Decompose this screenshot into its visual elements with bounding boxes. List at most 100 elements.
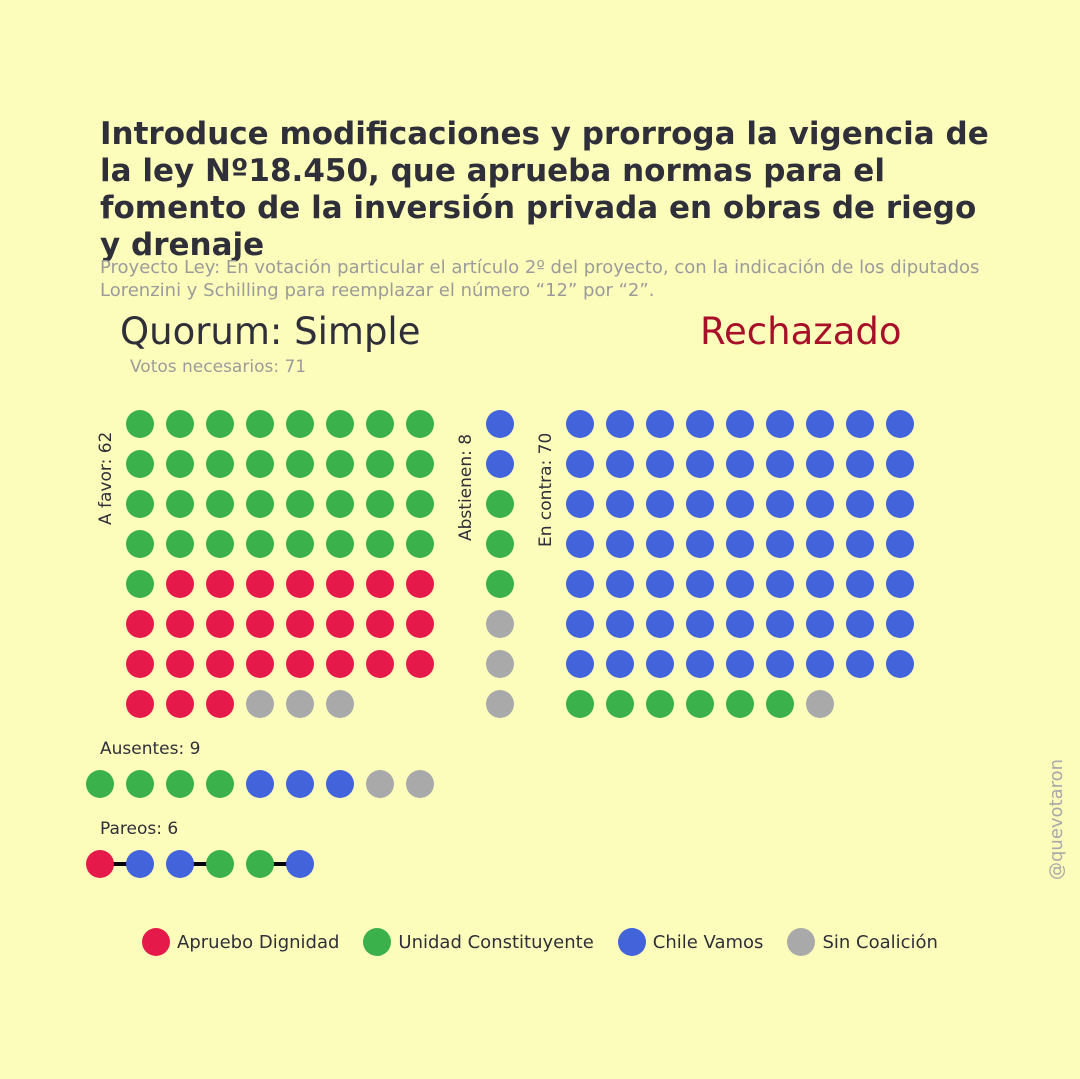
pareo-dot xyxy=(86,850,114,878)
a-favor-dot xyxy=(126,490,154,518)
en-contra-dot xyxy=(766,650,794,678)
a-favor-dot xyxy=(326,650,354,678)
en-contra-dot xyxy=(846,530,874,558)
a-favor-dot xyxy=(246,650,274,678)
a-favor-dot xyxy=(166,410,194,438)
a-favor-dot xyxy=(366,450,394,478)
a-favor-dot xyxy=(206,410,234,438)
en-contra-dot xyxy=(886,450,914,478)
result-label: Rechazado xyxy=(700,310,902,353)
ausentes-dot xyxy=(246,770,274,798)
a-favor-dot xyxy=(286,610,314,638)
en-contra-dot xyxy=(846,410,874,438)
en-contra-dot xyxy=(806,570,834,598)
a-favor-dot xyxy=(166,690,194,718)
a-favor-dot xyxy=(406,410,434,438)
ausentes-dot xyxy=(366,770,394,798)
en-contra-dot xyxy=(766,490,794,518)
en-contra-dot xyxy=(646,410,674,438)
pareo-dot xyxy=(206,850,234,878)
ausentes-dot xyxy=(406,770,434,798)
en-contra-dot xyxy=(726,530,754,558)
a-favor-dot xyxy=(326,450,354,478)
abstienen-dot xyxy=(486,570,514,598)
en-contra-dot xyxy=(726,490,754,518)
en-contra-dot xyxy=(806,450,834,478)
handle-label: @quevotaron xyxy=(1046,758,1067,880)
a-favor-dot xyxy=(286,450,314,478)
a-favor-dot xyxy=(126,450,154,478)
en-contra-dot xyxy=(846,490,874,518)
legend-dot-ad xyxy=(142,928,171,956)
en-contra-dot xyxy=(886,650,914,678)
en-contra-dot xyxy=(646,450,674,478)
en-contra-dot xyxy=(806,650,834,678)
en-contra-dot xyxy=(766,450,794,478)
a-favor-dot xyxy=(286,570,314,598)
a-favor-dot xyxy=(326,610,354,638)
abstienen-dot xyxy=(486,690,514,718)
a-favor-dot xyxy=(326,490,354,518)
en-contra-dot xyxy=(886,530,914,558)
en-contra-dot xyxy=(686,490,714,518)
a-favor-dot xyxy=(246,450,274,478)
ausentes-dot xyxy=(206,770,234,798)
a-favor-dot xyxy=(166,490,194,518)
abstienen-dot xyxy=(486,650,514,678)
a-favor-dot xyxy=(406,490,434,518)
pareos-label: Pareos: 6 xyxy=(100,819,179,839)
a-favor-dot xyxy=(246,530,274,558)
en-contra-dot xyxy=(686,450,714,478)
abstienen-dot xyxy=(486,490,514,518)
legend-label: Unidad Constituyente xyxy=(398,931,594,953)
en-contra-dot xyxy=(806,530,834,558)
a-favor-dot xyxy=(126,410,154,438)
a-favor-dot xyxy=(206,450,234,478)
ausentes-dot xyxy=(86,770,114,798)
a-favor-dot xyxy=(366,530,394,558)
en-contra-dot xyxy=(606,530,634,558)
legend: Apruebo Dignidad Unidad Constituyente Ch… xyxy=(0,928,1080,956)
en-contra-dot xyxy=(566,530,594,558)
a-favor-dot xyxy=(406,530,434,558)
pareo-dot xyxy=(166,850,194,878)
pareo-dot xyxy=(126,850,154,878)
a-favor-dot xyxy=(406,450,434,478)
abstienen-dot xyxy=(486,410,514,438)
en-contra-dot xyxy=(726,450,754,478)
a-favor-dot xyxy=(366,610,394,638)
ausentes-label: Ausentes: 9 xyxy=(100,739,201,759)
en-contra-dot xyxy=(806,410,834,438)
a-favor-dot xyxy=(286,690,314,718)
en-contra-dot xyxy=(606,610,634,638)
ausentes-dot xyxy=(326,770,354,798)
en-contra-dot xyxy=(566,410,594,438)
a-favor-dot xyxy=(166,450,194,478)
en-contra-dot xyxy=(566,450,594,478)
en-contra-dot xyxy=(886,610,914,638)
quorum-label: Quorum: Simple xyxy=(120,310,421,353)
en-contra-dot xyxy=(566,610,594,638)
a-favor-dot xyxy=(166,570,194,598)
legend-item-unidad-constituyente: Unidad Constituyente xyxy=(363,928,594,956)
en-contra-dot xyxy=(886,570,914,598)
en-contra-dot xyxy=(726,410,754,438)
legend-dot-sc xyxy=(787,928,816,956)
en-contra-dot xyxy=(686,410,714,438)
a-favor-dot xyxy=(326,690,354,718)
en-contra-dot xyxy=(806,490,834,518)
a-favor-dot xyxy=(286,530,314,558)
en-contra-dot xyxy=(606,450,634,478)
a-favor-dot xyxy=(126,610,154,638)
en-contra-dot xyxy=(726,570,754,598)
en-contra-dot xyxy=(846,650,874,678)
en-contra-dot xyxy=(726,690,754,718)
a-favor-dot xyxy=(326,530,354,558)
a-favor-dot xyxy=(286,650,314,678)
a-favor-dot xyxy=(246,690,274,718)
en-contra-dot xyxy=(846,450,874,478)
a-favor-dot xyxy=(206,570,234,598)
en-contra-dot xyxy=(726,650,754,678)
legend-item-chile-vamos: Chile Vamos xyxy=(617,928,763,956)
